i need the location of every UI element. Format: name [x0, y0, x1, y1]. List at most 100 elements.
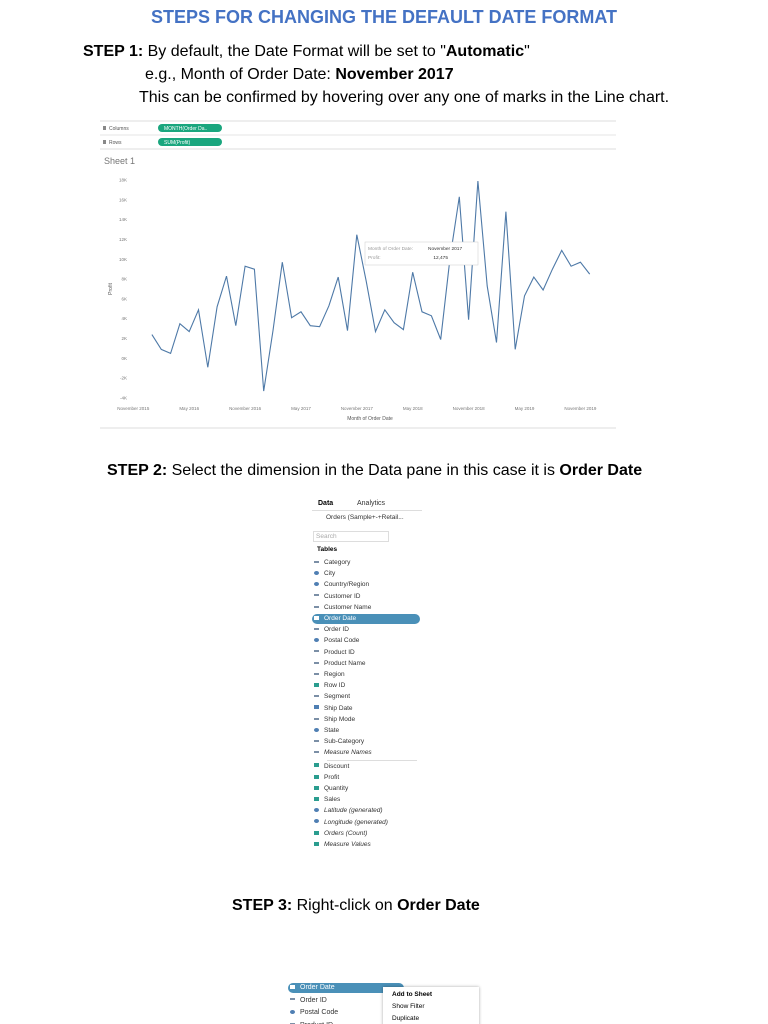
field-row: Segment [312, 692, 420, 702]
chart-screenshot: Columns MONTH(Order Da.. Rows SUM(Profit) Sh… [100, 118, 616, 430]
tooltip-x-value: November 2017 [428, 246, 462, 252]
data-source: Orders (Sample+-+Retail... [326, 514, 404, 521]
tooltip-x-label: Month of Order Date: [368, 246, 413, 252]
field-name: Order ID [300, 996, 327, 1004]
field-row: Sales [312, 795, 420, 805]
y-tick-label: 2K [121, 336, 127, 341]
field-row: Region [312, 670, 420, 680]
field-name: Row ID [324, 682, 346, 690]
field-icon [290, 984, 295, 989]
field-row: Postal Code [312, 636, 420, 646]
shelf-label: Rows [109, 140, 122, 146]
y-tick-label: 12K [119, 237, 127, 242]
field-icon [314, 717, 319, 720]
field-name: Order Date [300, 984, 335, 991]
x-tick-label: May 2016 [179, 406, 199, 411]
step-line: e.g., Month of Order Date: November 2017 [145, 65, 454, 85]
field-icon [314, 594, 319, 597]
shelf-icon [103, 126, 106, 130]
field-row: Customer ID [312, 592, 420, 602]
x-tick-label: November 2018 [453, 406, 486, 411]
shelf-pill-text: MONTH(Order Da.. [164, 126, 207, 132]
step-text: STEP 3: [232, 897, 293, 914]
field-name: Product ID [300, 1022, 333, 1024]
field-row: Postal Code [288, 1008, 368, 1018]
field-name: Customer Name [324, 603, 372, 611]
field-name: Order Date [324, 615, 357, 622]
field-icon [314, 638, 319, 643]
field-row: Order ID [312, 625, 420, 635]
field-row: Category [312, 558, 420, 568]
tooltip-y-value: 12,475 [433, 255, 448, 261]
field-icon [314, 695, 319, 698]
field-icon [314, 808, 319, 813]
field-icon [314, 560, 319, 563]
field-row: Discount [312, 762, 420, 772]
shelf-pill-text: SUM(Profit) [164, 140, 190, 146]
step-line: STEP 1: By default, the Date Format will… [83, 42, 530, 62]
field-name: Latitude (generated) [324, 807, 383, 815]
field-row: City [312, 569, 420, 579]
field-name: City [324, 570, 336, 578]
data-pane: Data Analytics Orders (Sample+-+Retail... S… [312, 497, 424, 849]
menu-item: Duplicate [392, 1015, 420, 1022]
field-row: Measure Values [312, 840, 420, 850]
step-text: Order Date [397, 897, 480, 914]
field-icon [314, 830, 319, 835]
field-name: Measure Names [324, 749, 372, 757]
field-name: Category [324, 559, 351, 566]
step-text: STEP 2: [107, 462, 168, 479]
tooltip: Month of Order Date: November 2017 Profit:… [364, 241, 479, 266]
field-icon [314, 615, 319, 620]
field-name: Order ID [324, 626, 349, 634]
field-name: Profit [324, 773, 340, 781]
tooltip-box [364, 241, 479, 266]
field-name: Quantity [324, 785, 349, 792]
field-icon [314, 785, 319, 790]
shelf-pill [158, 138, 222, 146]
x-tick-label: November 2016 [229, 406, 262, 411]
x-tick-label: November 2017 [341, 406, 374, 411]
field-name: Sales [324, 796, 341, 804]
step-text: " [524, 43, 530, 60]
field-row: Order Date [312, 614, 420, 624]
x-tick-label: November 2015 [117, 406, 150, 411]
y-tick-label: 0K [121, 356, 127, 361]
field-icon [314, 774, 319, 779]
field-name: Postal Code [324, 637, 360, 645]
y-axis-title: Profit [108, 283, 114, 295]
field-icon [314, 819, 319, 824]
field-name: Sub-Category [324, 738, 365, 746]
field-row: Latitude (generated) [312, 806, 420, 816]
field-row: Measure Names [312, 748, 420, 758]
field-name: Product ID [324, 648, 355, 656]
field-row: Customer Name [312, 603, 420, 613]
field-row: Row ID [312, 681, 420, 691]
y-tick-label: 18K [119, 178, 127, 183]
context-screenshot: Order Date Order ID Postal Code Product ID A… [288, 976, 482, 1024]
field-row: State [312, 726, 420, 736]
field-name: Orders (Count) [324, 829, 368, 837]
step-text: STEP 1: [83, 43, 144, 60]
data-line [151, 180, 591, 392]
field-icon [314, 570, 319, 575]
field-row: Sub-Category [312, 737, 420, 747]
shelf-label: Columns [109, 126, 129, 132]
step-text: Automatic [445, 43, 525, 60]
field-row: Product Name [312, 659, 420, 669]
field-row: Ship Mode [312, 715, 420, 725]
field-icon [314, 739, 319, 742]
sheet-title: Sheet 1 [104, 156, 135, 166]
field-row: Product ID [288, 1021, 368, 1024]
step-line: This can be confirmed by hovering over a… [139, 88, 669, 108]
y-tick-label: 8K [121, 277, 127, 282]
menu-item: Add to Sheet [392, 991, 433, 998]
field-icon [290, 998, 295, 1001]
x-tick-label: May 2017 [291, 406, 311, 411]
field-name: Ship Mode [324, 715, 356, 723]
y-tick-label: 4K [121, 316, 127, 321]
x-axis-title: Month of Order Date [347, 416, 393, 422]
field-name: Ship Date [324, 704, 353, 712]
field-icon [314, 661, 319, 664]
field-icon [314, 605, 319, 608]
